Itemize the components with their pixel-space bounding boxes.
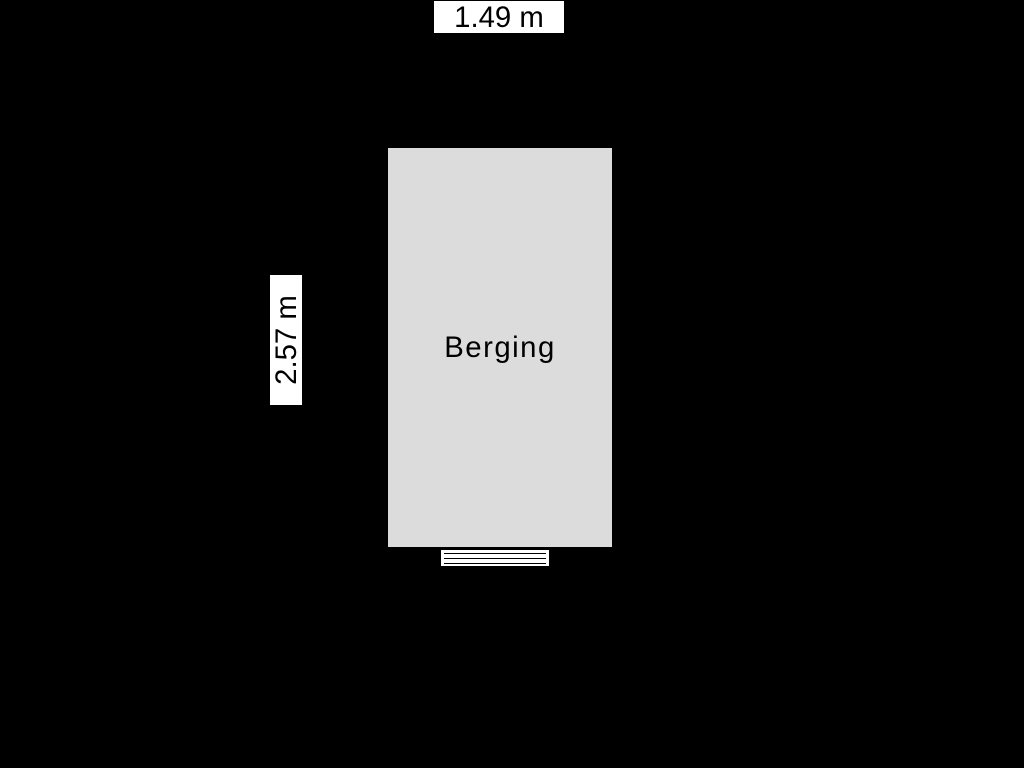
room-label: Berging	[388, 331, 612, 365]
floorplan-canvas: Berging 1.49 m 2.57 m	[0, 0, 1024, 768]
door-line	[444, 553, 546, 554]
door-line	[444, 563, 546, 564]
door-line	[444, 558, 546, 559]
door-icon	[440, 549, 550, 567]
dimension-width-label: 1.49 m	[433, 0, 565, 34]
dimension-height-label: 2.57 m	[269, 274, 303, 406]
room-berging: Berging	[380, 140, 620, 555]
